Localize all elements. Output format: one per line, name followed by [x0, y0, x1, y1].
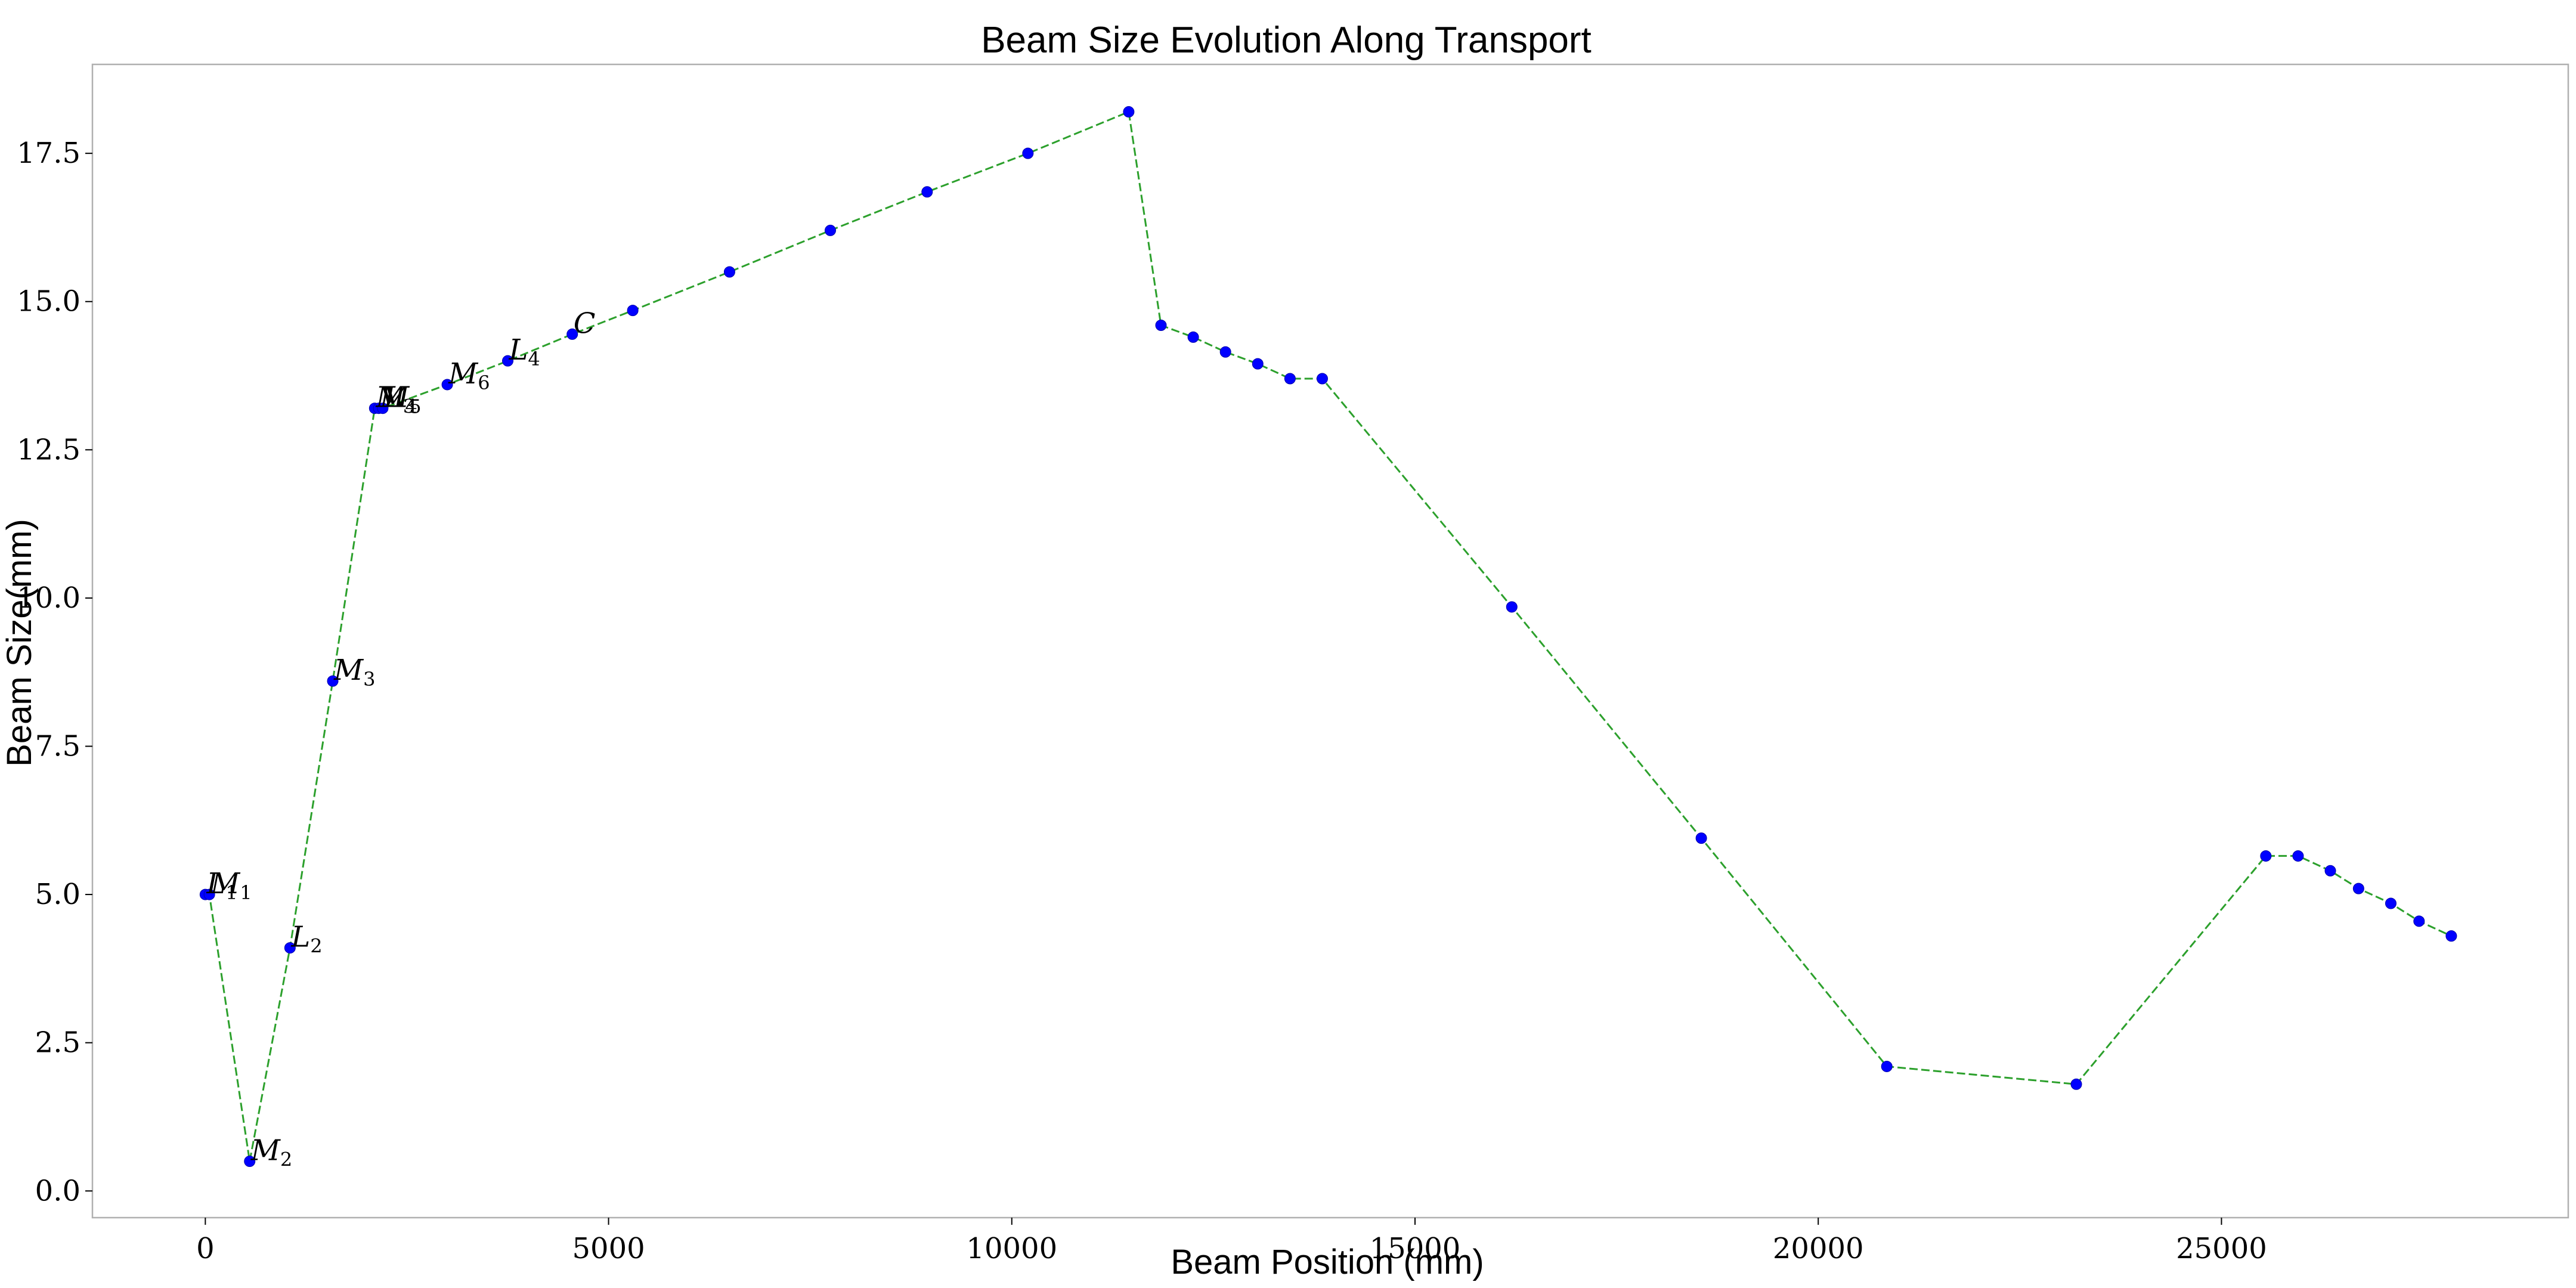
data-point — [1252, 358, 1264, 370]
x-axis-ticks: 0 5000 10000 15000 20000 25000 — [196, 1218, 2267, 1265]
point-annotation: M3 — [333, 654, 376, 691]
data-point — [2292, 850, 2304, 862]
data-point — [327, 675, 339, 687]
data-point — [1219, 346, 1231, 358]
data-point — [2324, 865, 2336, 877]
data-point — [1506, 601, 1518, 613]
data-point — [921, 186, 933, 198]
y-tick-label: 2.5 — [35, 1026, 80, 1060]
data-point — [2352, 883, 2364, 894]
y-tick-label: 10.0 — [17, 581, 80, 615]
y-tick-label: 17.5 — [17, 137, 80, 170]
point-annotation: M6 — [448, 357, 490, 394]
y-tick-label: 7.5 — [35, 729, 80, 763]
point-annotation: M5 — [379, 381, 422, 418]
data-point — [2445, 930, 2457, 942]
x-tick-label: 15000 — [1370, 1232, 1461, 1265]
data-point — [1316, 373, 1328, 385]
point-annotation: M4 — [375, 381, 417, 418]
data-point — [284, 942, 296, 954]
x-tick-label: 0 — [196, 1232, 215, 1265]
y-axis-label: Beam Size(mm) — [0, 519, 39, 767]
data-point — [2070, 1078, 2082, 1090]
data-point — [1155, 320, 1167, 332]
data-point — [203, 888, 215, 900]
y-tick-label: 15.0 — [17, 285, 80, 318]
y-tick-label: 0.0 — [35, 1174, 80, 1208]
point-annotation: C — [574, 306, 596, 340]
point-annotation: M1 — [210, 867, 252, 904]
data-point — [244, 1156, 256, 1168]
x-axis-label: Beam Position (mm) — [1171, 1243, 1484, 1281]
data-point — [1695, 832, 1707, 844]
data-point — [441, 379, 453, 391]
point-annotation: L4 — [509, 333, 540, 370]
y-tick-label: 12.5 — [17, 433, 80, 466]
plot-area-frame — [91, 63, 2569, 1219]
data-point — [502, 355, 514, 367]
point-annotation: L2 — [290, 921, 322, 958]
data-point — [2385, 897, 2397, 909]
data-point — [377, 402, 389, 414]
y-tick-label: 5.0 — [35, 878, 80, 911]
data-point — [723, 266, 735, 278]
x-tick-label: 5000 — [572, 1232, 645, 1265]
markers-layer — [199, 106, 2457, 1168]
y-axis-ticks: 0.0 2.5 5.0 7.5 10.0 12.5 15.0 17.5 — [17, 137, 92, 1208]
data-point — [1022, 147, 1034, 159]
x-tick-label: 25000 — [2176, 1232, 2267, 1265]
point-annotation: L1 — [206, 867, 237, 904]
data-point — [2260, 850, 2272, 862]
data-point — [824, 224, 836, 236]
x-tick-label: 10000 — [966, 1232, 1057, 1265]
point-annotation: L3 — [383, 381, 415, 418]
data-point — [627, 305, 639, 317]
data-point — [2413, 915, 2425, 927]
point-annotation: M2 — [250, 1134, 293, 1171]
data-point — [566, 328, 578, 340]
x-tick-label: 20000 — [1773, 1232, 1864, 1265]
data-point — [1881, 1060, 1893, 1072]
chart-title: Beam Size Evolution Along Transport — [981, 20, 1592, 61]
data-point — [1123, 106, 1135, 118]
data-point — [1187, 331, 1199, 343]
data-point — [1284, 373, 1296, 385]
